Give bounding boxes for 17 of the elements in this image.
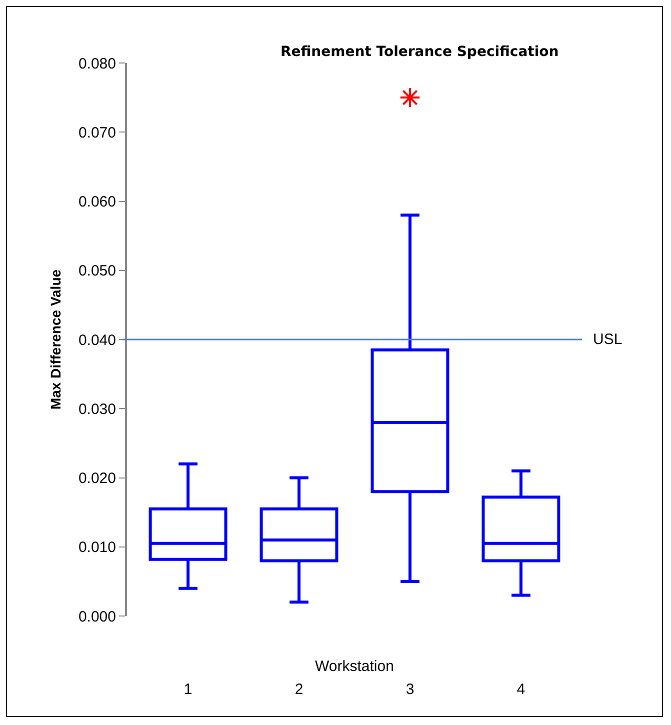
- y-tick-label: 0.010: [78, 539, 116, 556]
- y-tick-label: 0.070: [78, 124, 116, 142]
- y-tick-label: 0.080: [78, 55, 116, 72]
- y-tick-label: 0.050: [78, 262, 116, 280]
- x-tick-label: 4: [516, 681, 526, 698]
- y-axis-title: Max Difference Value: [48, 269, 64, 410]
- y-tick-label: 0.030: [78, 400, 116, 418]
- x-axis-title: Workstation: [315, 658, 394, 675]
- ref-line-label: USL: [593, 331, 622, 348]
- x-tick-label: 3: [406, 681, 414, 698]
- x-tick-label: 1: [184, 681, 192, 698]
- x-tick-label: 2: [294, 681, 304, 698]
- y-tick-label: 0.000: [78, 608, 116, 626]
- y-tick-label: 0.060: [78, 194, 116, 210]
- y-tick-label: 0.020: [78, 470, 116, 487]
- chart-title: Refinement Tolerance Specification: [280, 44, 559, 60]
- y-tick-label: 0.040: [78, 332, 116, 349]
